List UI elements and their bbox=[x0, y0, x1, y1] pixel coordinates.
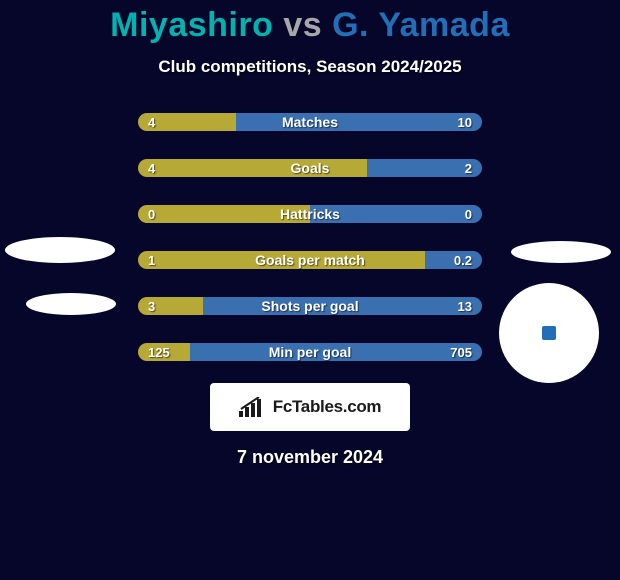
player2-avatar-ellipse bbox=[511, 241, 611, 263]
bar-left-fill bbox=[138, 251, 425, 269]
bar-row: Min per goal125705 bbox=[138, 343, 482, 361]
date-label: 7 november 2024 bbox=[0, 447, 620, 468]
player2-name: G. Yamada bbox=[332, 6, 510, 44]
subtitle: Club competitions, Season 2024/2025 bbox=[0, 57, 620, 77]
page-title: Miyashiro vs G. Yamada bbox=[0, 0, 620, 45]
bar-row: Hattricks00 bbox=[138, 205, 482, 223]
brand-text: FcTables.com bbox=[273, 397, 382, 417]
comparison-bars: Matches410 Goals42 Hattricks00 Goals per ma… bbox=[138, 113, 482, 361]
bar-left-fill bbox=[138, 205, 310, 223]
bar-row: Matches410 bbox=[138, 113, 482, 131]
content-area: Matches410 Goals42 Hattricks00 Goals per ma… bbox=[0, 113, 620, 468]
player1-avatar-ellipse-2 bbox=[26, 293, 116, 315]
bar-left-fill bbox=[138, 343, 190, 361]
bar-right-fill bbox=[367, 159, 482, 177]
player1-name: Miyashiro bbox=[110, 6, 273, 44]
bar-right-fill bbox=[190, 343, 482, 361]
bar-row: Goals42 bbox=[138, 159, 482, 177]
player2-avatar-circle bbox=[499, 283, 599, 383]
bar-right-fill bbox=[236, 113, 482, 131]
brand-logo-icon bbox=[239, 397, 267, 417]
player2-avatar-inner-icon bbox=[542, 326, 556, 340]
bar-right-fill bbox=[203, 297, 482, 315]
bar-right-fill bbox=[425, 251, 482, 269]
bar-right-fill bbox=[310, 205, 482, 223]
vs-separator: vs bbox=[283, 6, 322, 44]
bar-row: Shots per goal313 bbox=[138, 297, 482, 315]
bar-left-fill bbox=[138, 159, 367, 177]
bar-left-fill bbox=[138, 113, 236, 131]
player1-avatar-ellipse-1 bbox=[5, 237, 115, 263]
bar-left-fill bbox=[138, 297, 203, 315]
bar-row: Goals per match10.2 bbox=[138, 251, 482, 269]
brand-badge: FcTables.com bbox=[210, 383, 410, 431]
